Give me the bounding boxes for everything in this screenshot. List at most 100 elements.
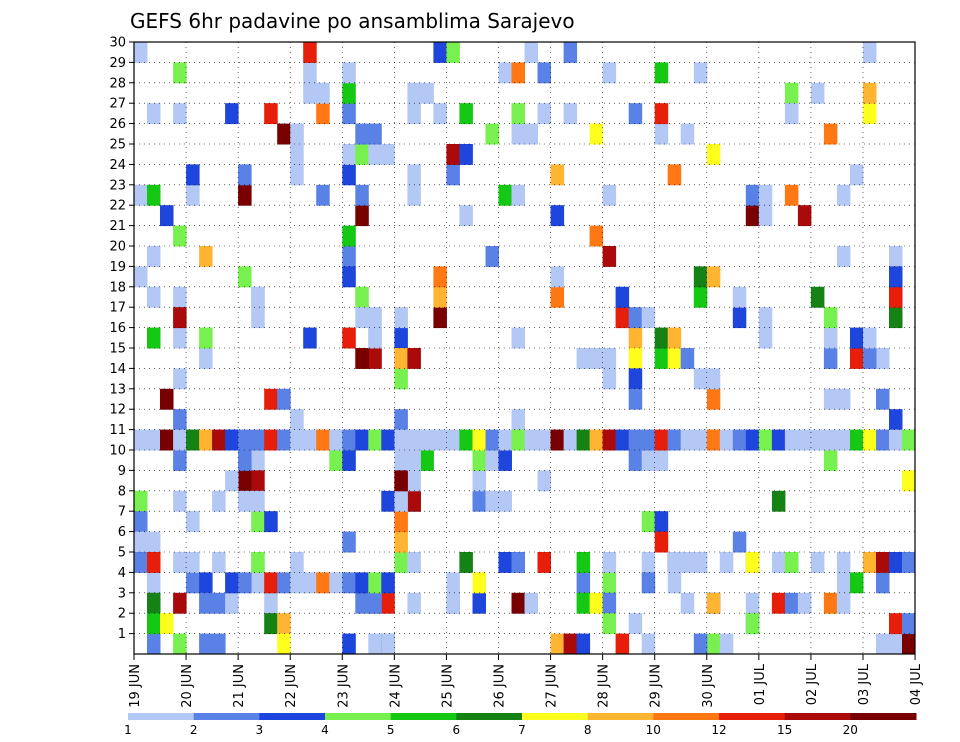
cell-mark xyxy=(446,42,460,63)
cell-mark xyxy=(706,388,721,410)
cell-mark xyxy=(277,572,291,594)
cell-mark xyxy=(628,327,643,349)
cell-mark xyxy=(212,429,226,451)
cell-mark xyxy=(667,552,682,573)
cell-mark xyxy=(173,409,187,431)
x-tick-label: 26 JUN xyxy=(492,664,507,708)
cell-mark xyxy=(251,572,265,594)
cell-mark xyxy=(368,348,382,369)
cell-mark xyxy=(693,62,708,84)
cell-mark xyxy=(654,450,669,471)
legend-label: 8 xyxy=(584,723,592,737)
cell-mark xyxy=(238,490,252,512)
cell-mark xyxy=(889,246,903,267)
cell-mark xyxy=(693,552,708,573)
cell-mark xyxy=(355,572,369,594)
cell-mark xyxy=(251,307,265,329)
y-tick-label: 27 xyxy=(109,97,126,112)
x-tick-label: 29 JUN xyxy=(649,664,664,708)
cell-mark xyxy=(238,572,252,594)
cell-mark xyxy=(902,633,916,655)
cell-mark xyxy=(238,450,252,471)
cell-mark xyxy=(615,633,630,655)
cell-mark xyxy=(342,572,356,594)
cell-mark xyxy=(173,286,187,308)
cell-mark xyxy=(433,286,447,308)
cell-mark xyxy=(342,144,356,165)
cell-mark xyxy=(810,429,825,451)
cell-mark xyxy=(836,572,851,594)
cell-mark xyxy=(876,348,890,369)
cell-mark xyxy=(550,633,565,655)
cell-mark xyxy=(238,470,252,492)
cell-mark xyxy=(823,307,838,329)
cell-mark xyxy=(134,42,148,63)
cell-mark xyxy=(797,205,812,227)
cell-mark xyxy=(550,429,565,451)
cell-mark xyxy=(173,490,187,512)
cell-mark xyxy=(784,103,799,125)
cell-mark xyxy=(277,388,291,410)
legend-swatch xyxy=(259,713,326,720)
cell-mark xyxy=(264,592,278,614)
y-tick-label: 13 xyxy=(109,382,126,397)
y-tick-label: 22 xyxy=(109,199,126,214)
cell-mark xyxy=(368,572,382,594)
cell-mark xyxy=(290,164,304,186)
cell-mark xyxy=(823,348,838,369)
cell-mark xyxy=(758,429,773,451)
cell-mark xyxy=(823,592,838,614)
cell-mark xyxy=(576,633,591,655)
x-tick-label: 02 JUL xyxy=(805,663,820,705)
cell-mark xyxy=(160,388,174,410)
cell-mark xyxy=(290,552,304,573)
cell-mark xyxy=(355,286,369,308)
cell-mark xyxy=(602,246,617,267)
cell-mark xyxy=(667,429,682,451)
cell-mark xyxy=(511,123,525,145)
cell-mark xyxy=(186,572,200,594)
x-tick-label: 30 JUN xyxy=(701,664,716,708)
cell-mark xyxy=(134,511,148,533)
cell-mark xyxy=(342,225,356,247)
cell-mark xyxy=(186,511,200,533)
cell-mark xyxy=(654,327,669,349)
cell-mark xyxy=(355,592,369,614)
cell-mark xyxy=(394,409,408,431)
cell-mark xyxy=(472,470,486,492)
cell-mark xyxy=(732,531,747,553)
cell-mark xyxy=(889,613,903,635)
cell-mark xyxy=(147,572,161,594)
legend-swatch xyxy=(128,713,195,720)
x-tick-label: 28 JUN xyxy=(597,664,612,708)
cell-mark xyxy=(446,572,460,594)
cell-mark xyxy=(863,327,877,349)
cell-mark xyxy=(459,103,473,125)
cell-mark xyxy=(407,348,421,369)
cell-mark xyxy=(524,42,538,63)
cell-mark xyxy=(602,348,617,369)
y-tick-label: 18 xyxy=(109,280,126,295)
cell-mark xyxy=(277,613,291,635)
cell-mark xyxy=(628,388,643,410)
cell-mark xyxy=(173,429,187,451)
y-tick-label: 21 xyxy=(109,219,126,234)
cell-mark xyxy=(810,82,825,104)
cell-mark xyxy=(628,613,643,635)
cell-mark xyxy=(889,266,903,288)
cell-mark xyxy=(433,266,447,288)
cell-mark xyxy=(316,429,330,451)
cell-mark xyxy=(173,368,187,390)
cell-mark xyxy=(472,592,486,614)
legend-swatch xyxy=(456,713,523,720)
legend-swatch xyxy=(850,713,917,720)
cell-mark xyxy=(407,429,421,451)
cell-mark xyxy=(173,225,187,247)
cell-mark xyxy=(641,307,656,329)
y-tick-label: 15 xyxy=(109,342,126,357)
cell-mark xyxy=(836,592,851,614)
cell-mark xyxy=(368,633,382,655)
cell-mark xyxy=(342,62,356,84)
cell-mark xyxy=(524,429,538,451)
cell-mark xyxy=(511,552,525,573)
